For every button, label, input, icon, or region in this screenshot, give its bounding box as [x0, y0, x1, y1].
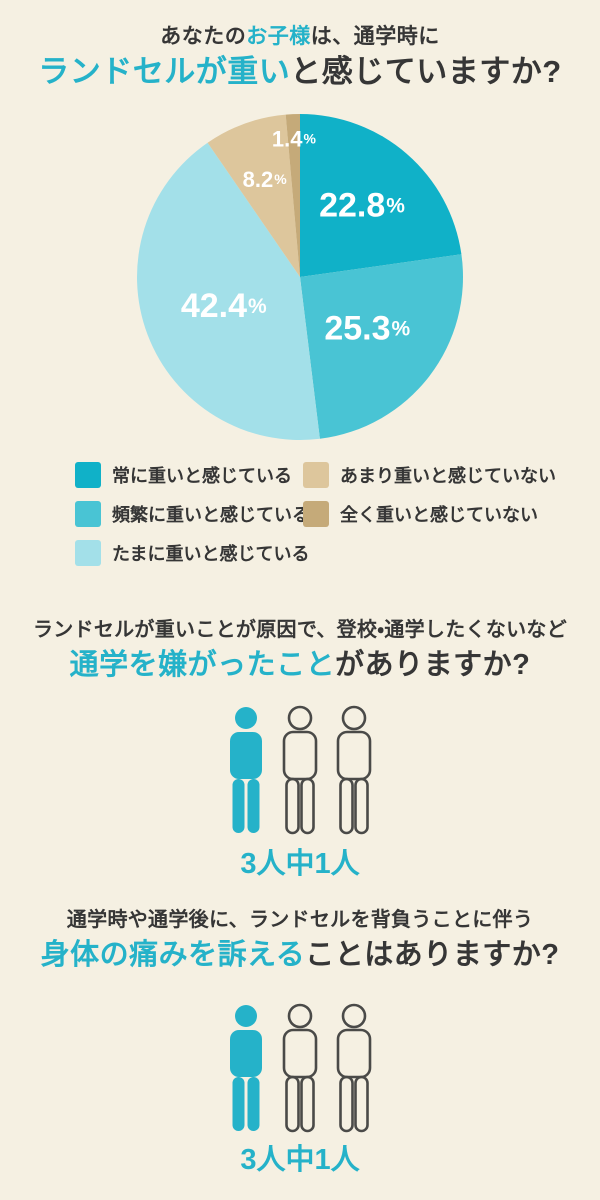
legend-item-3: あまり重いと感じていない [303, 462, 556, 488]
legend-label: 頻繁に重いと感じている [112, 505, 310, 525]
pie-value-label-2: 42.4% [181, 287, 267, 325]
person-icon-filled [230, 707, 262, 833]
pie-value-label-3: 8.2% [243, 166, 288, 191]
q1-line1-pre: あなたの [160, 25, 247, 48]
question-2-line1: ランドセルが重いことが原因で、登校・通学したくないなど [32, 619, 568, 641]
pictogram-row-q3 [0, 1003, 600, 1134]
legend-label: 常に重いと感じている [112, 466, 292, 486]
legend-column-2: あまり重いと感じていない 全く重いと感じていない [303, 462, 556, 566]
pie-slice-0 [300, 114, 462, 277]
legend-label: 全く重いと感じていない [340, 505, 538, 525]
person-icon-outline [336, 1003, 372, 1133]
legend-swatch-icon [303, 462, 329, 488]
pie-legend: 常に重いと感じている 頻繁に重いと感じている たまに重いと感じている あまり重いと感じ… [75, 462, 556, 566]
pie-slice-4 [285, 114, 300, 277]
question-1-line2: ランドセルが重いと感じていますか? [0, 53, 600, 92]
person-icon-outline [336, 705, 372, 835]
question-1-title: あなたのお子様は、通学時に ランドセルが重いと感じていますか? [0, 24, 600, 92]
q2-line2-post: がありますか? [335, 649, 531, 681]
legend-swatch-icon [75, 540, 101, 566]
legend-swatch-icon [303, 501, 329, 527]
q1-line1-post: は、通学時に [310, 25, 440, 48]
question-3-line1: 通学時や通学後に、ランドセルを背負うことに伴う [66, 909, 534, 931]
q3-line2-accent: 身体の痛みを訴える [40, 939, 306, 971]
question-3-line2: 身体の痛みを訴えることはありますか? [0, 937, 600, 973]
legend-column-1: 常に重いと感じている 頻繁に重いと感じている たまに重いと感じている [75, 462, 310, 566]
ratio-caption-q2: 3人中1人 [240, 848, 360, 880]
pie-value-label-1: 25.3% [324, 310, 410, 348]
pie-chart: 22.8% 25.3% 42.4% 8.2% 1.4% [137, 114, 463, 440]
pie-value-label-4: 1.4% [272, 126, 317, 151]
person-icon-outline [282, 1003, 318, 1133]
question-2-title: ランドセルが重いことが原因で、登校・通学したくないなど 通学を嫌がったことがあり… [0, 618, 600, 683]
legend-item-2: たまに重いと感じている [75, 540, 309, 566]
q2-line2-accent: 通学を嫌がったこと [69, 649, 336, 681]
pie-slice-2 [137, 142, 320, 440]
person-icon-filled [230, 1005, 262, 1131]
q1-line1-accent: お子様 [246, 25, 311, 48]
question-2-line2: 通学を嫌がったことがありますか? [0, 647, 600, 683]
pie-slice-1 [300, 254, 463, 439]
legend-swatch-icon [75, 462, 101, 488]
legend-label: たまに重いと感じている [112, 544, 310, 564]
pie-slice-3 [207, 114, 300, 277]
q1-line2-post: と感じていますか? [290, 54, 562, 90]
pie-value-label-0: 22.8% [319, 187, 405, 225]
ratio-caption-q3: 3人中1人 [240, 1144, 360, 1176]
q3-line2-post: ことはありますか? [305, 939, 560, 971]
pictogram-row-q2 [0, 705, 600, 836]
question-3-title: 通学時や通学後に、ランドセルを背負うことに伴う 身体の痛みを訴えることはあります… [0, 908, 600, 973]
legend-item-0: 常に重いと感じている [75, 462, 303, 488]
person-icon-outline [282, 705, 318, 835]
legend-item-4: 全く重いと感じていない [303, 501, 556, 527]
legend-item-1: 頻繁に重いと感じている [75, 501, 310, 527]
question-1-line1: あなたのお子様は、通学時に [0, 24, 600, 50]
legend-swatch-icon [75, 501, 101, 527]
q1-line2-accent: ランドセルが重い [38, 54, 291, 90]
legend-label: あまり重いと感じていない [340, 466, 556, 486]
